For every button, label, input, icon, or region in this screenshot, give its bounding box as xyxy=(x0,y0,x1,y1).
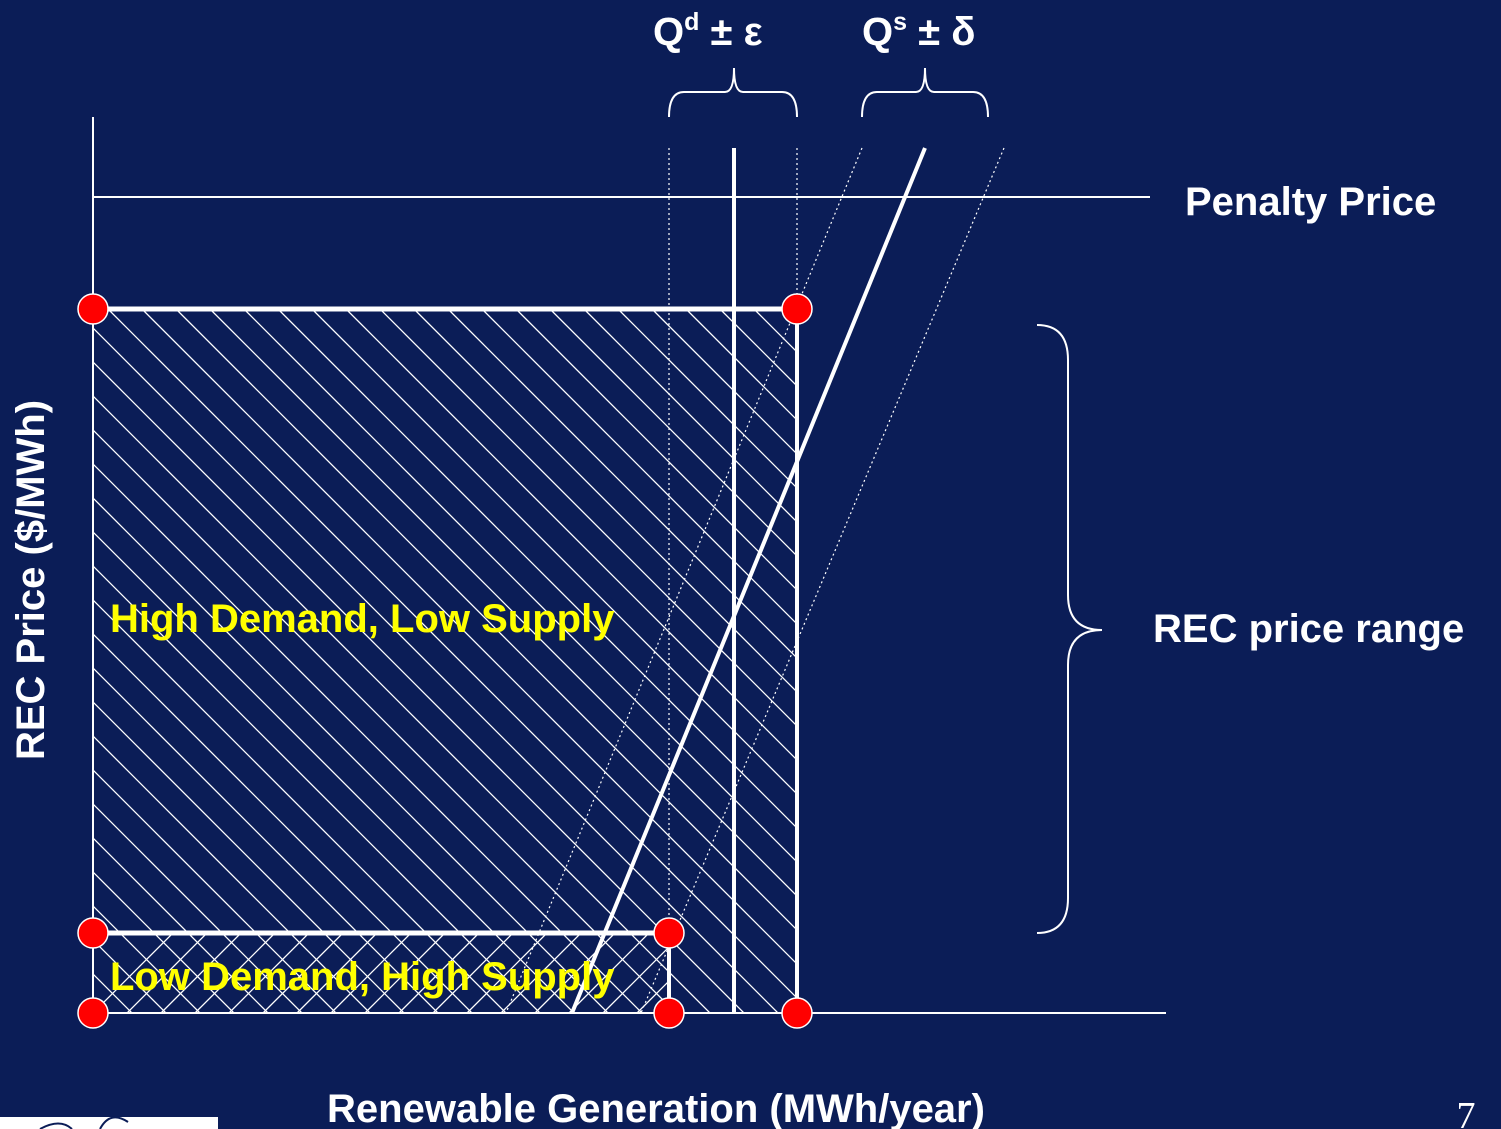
high-demand-hatch xyxy=(93,310,1501,1030)
hatch-line xyxy=(296,933,378,1013)
hatch-line xyxy=(788,310,797,319)
y-axis-label: REC Price ($/MWh) xyxy=(9,400,53,760)
hatch-line xyxy=(93,327,779,1013)
marker-origin xyxy=(77,997,109,1029)
hatch-line xyxy=(584,310,797,523)
hatch-line xyxy=(398,933,480,1013)
hatch-line xyxy=(346,310,797,761)
marker-high-left xyxy=(77,293,109,325)
hatch-line xyxy=(93,701,405,1013)
demand-label: Qd ± ε xyxy=(653,8,763,54)
supply-left-bound xyxy=(505,147,863,1014)
hatch-line xyxy=(93,667,439,1013)
hatch-line xyxy=(857,310,1501,1030)
rec-range-brace xyxy=(1036,324,1103,934)
hatch-line xyxy=(228,933,310,1013)
hatch-line xyxy=(993,310,1501,1030)
hatch-line xyxy=(739,923,829,1013)
hatch-line xyxy=(176,310,797,931)
marker-low-bottom xyxy=(653,997,685,1029)
hatch-line xyxy=(244,310,797,863)
hatch-line xyxy=(93,565,541,1013)
supply-label-sup: s xyxy=(893,8,907,36)
hatch-line xyxy=(93,463,643,1013)
hatch-line xyxy=(142,310,797,965)
hatch-line xyxy=(380,310,797,727)
hatch-line xyxy=(516,310,797,591)
hatch-line xyxy=(500,933,582,1013)
hatch-line xyxy=(448,310,797,659)
hatch-line xyxy=(93,633,473,1013)
hatch-line xyxy=(720,310,797,387)
hatch-line xyxy=(93,497,609,1013)
hatch-line xyxy=(262,933,344,1013)
hatch-line xyxy=(364,933,446,1013)
hatch-line xyxy=(671,923,761,1013)
hatch-line xyxy=(194,933,276,1013)
hatch-line xyxy=(93,531,575,1013)
hatch-line xyxy=(414,310,797,693)
hatch-line xyxy=(823,310,1501,1030)
hatch-line xyxy=(93,599,507,1013)
hatch-line xyxy=(93,933,174,1013)
demand-bracket xyxy=(668,67,798,118)
hatch-line xyxy=(93,803,303,1013)
supply-label: Qs ± δ xyxy=(862,8,975,54)
hatch-line xyxy=(891,310,1501,1030)
hatch-line xyxy=(705,923,795,1013)
corner-markers xyxy=(77,293,813,1029)
hatch-line xyxy=(126,933,208,1013)
hatch-line xyxy=(312,310,797,795)
hatch-line xyxy=(93,395,711,1013)
hatch-line xyxy=(330,933,412,1013)
low-demand-label: Low Demand, High Supply xyxy=(110,955,615,999)
hatch-line xyxy=(602,946,669,1013)
hatch-line xyxy=(93,905,201,1013)
hatch-line xyxy=(432,933,514,1013)
demand-label-rest: ± ε xyxy=(699,10,762,54)
hatch-line xyxy=(773,923,863,1013)
demand-label-q: Q xyxy=(653,10,684,54)
hatch-line xyxy=(959,310,1501,1030)
hatch-line xyxy=(93,361,745,1013)
hatch-line xyxy=(93,769,337,1013)
hatch-line xyxy=(636,980,669,1013)
marker-high-bottom xyxy=(781,997,813,1029)
hatch-line xyxy=(754,310,797,353)
supply-label-rest: ± δ xyxy=(907,10,975,54)
hatch-line xyxy=(568,933,650,1013)
demand-label-sup: d xyxy=(684,8,699,36)
hatch-line xyxy=(482,310,797,625)
x-axis-label: Renewable Generation (MWh/year) xyxy=(327,1087,985,1129)
supply-line xyxy=(570,147,927,1014)
hatch-line xyxy=(108,310,797,999)
page-number: 7 xyxy=(1457,1095,1476,1129)
hatch-line xyxy=(93,429,677,1013)
hatch-line xyxy=(160,933,242,1013)
hatch-line xyxy=(93,837,269,1013)
hatch-line xyxy=(466,933,548,1013)
logo-partial xyxy=(0,1116,218,1129)
hatch-line xyxy=(93,735,371,1013)
hatch-line xyxy=(210,310,797,897)
hatch-line xyxy=(618,310,797,489)
hatch-line xyxy=(807,923,897,1013)
supply-bracket xyxy=(861,67,989,118)
marker-low-right xyxy=(653,917,685,949)
high-demand-label: High Demand, Low Supply xyxy=(110,597,615,641)
supply-label-q: Q xyxy=(862,10,893,54)
supply-right-bound xyxy=(640,147,1005,1014)
hatch-line xyxy=(550,310,797,557)
rec-price-range-label: REC price range xyxy=(1153,607,1464,651)
penalty-price-label: Penalty Price xyxy=(1185,180,1436,224)
hatch-line xyxy=(652,310,797,455)
hatch-line xyxy=(925,310,1501,1030)
marker-low-left xyxy=(77,917,109,949)
hatch-line xyxy=(534,933,616,1013)
marker-high-right xyxy=(781,293,813,325)
low-demand-hatch xyxy=(93,923,897,1013)
hatch-line xyxy=(93,871,235,1013)
hatch-line xyxy=(278,310,797,829)
